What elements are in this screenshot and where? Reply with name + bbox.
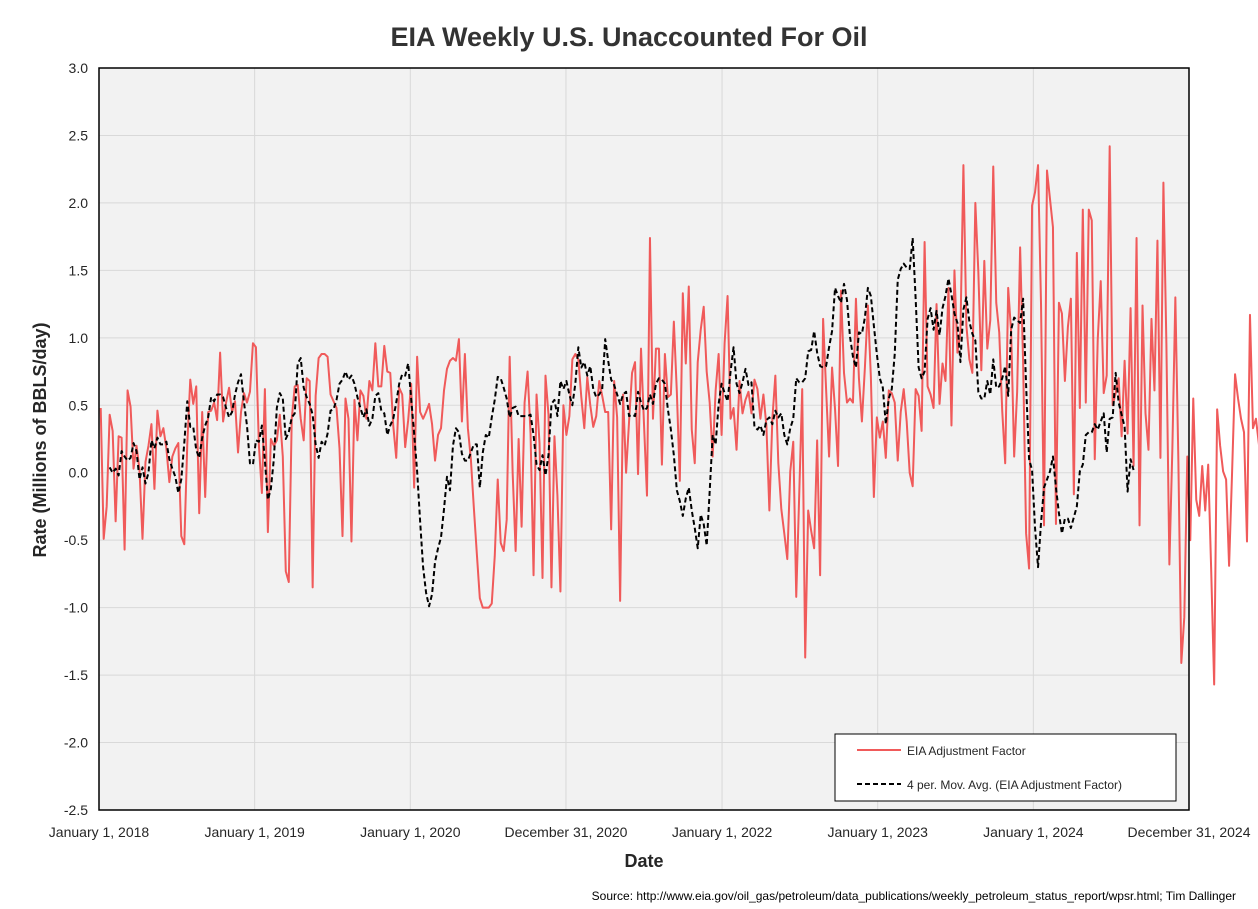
legend-label-moving-average: 4 per. Mov. Avg. (EIA Adjustment Factor) <box>907 778 1122 792</box>
x-tick-label: January 1, 2023 <box>827 824 928 840</box>
series-layer <box>99 145 1258 686</box>
legend-box <box>834 733 1177 802</box>
legend: EIA Adjustment Factor 4 per. Mov. Avg. (… <box>834 733 1177 802</box>
x-axis-ticks: January 1, 2018 January 1, 2019 January 1,… <box>49 824 1251 840</box>
x-tick-label: December 31, 2024 <box>1128 824 1251 840</box>
y-tick-label: -2.0 <box>64 735 88 751</box>
source-note: Source: http://www.eia.gov/oil_gas/petro… <box>592 889 1236 903</box>
x-tick-label: January 1, 2022 <box>672 824 773 840</box>
y-axis-title: Rate (Millions of BBLS/day) <box>30 322 50 557</box>
x-tick-label: January 1, 2019 <box>204 824 305 840</box>
plot-frame <box>98 67 1190 811</box>
y-tick-label: 1.5 <box>69 262 89 278</box>
x-tick-label: January 1, 2020 <box>360 824 461 840</box>
y-tick-label: 0.5 <box>69 397 89 413</box>
y-tick-label: 1.0 <box>69 330 89 346</box>
x-axis-title: Date <box>624 851 663 871</box>
y-tick-label: -0.5 <box>64 532 88 548</box>
y-tick-label: 3.0 <box>69 60 89 76</box>
y-tick-label: 2.0 <box>69 195 89 211</box>
x-tick-label: January 1, 2018 <box>49 824 150 840</box>
y-tick-label: -1.5 <box>64 667 88 683</box>
y-tick-label: -1.0 <box>64 600 88 616</box>
y-tick-label: -2.5 <box>64 802 88 818</box>
y-tick-label: 0.0 <box>69 465 89 481</box>
y-tick-label: 2.5 <box>69 127 89 143</box>
series-line-moving-average <box>108 236 1135 608</box>
y-axis-ticks: 3.0 2.5 2.0 1.5 1.0 0.5 0.0 -0.5 -1.0 -1.5 -2.0 -2.… <box>64 60 88 818</box>
x-tick-label: January 1, 2024 <box>983 824 1084 840</box>
x-tick-label: December 31, 2020 <box>504 824 627 840</box>
chart-title: EIA Weekly U.S. Unaccounted For Oil <box>390 22 867 52</box>
series-line-adjustment-factor <box>99 145 1258 686</box>
legend-label-adjustment: EIA Adjustment Factor <box>907 744 1026 758</box>
